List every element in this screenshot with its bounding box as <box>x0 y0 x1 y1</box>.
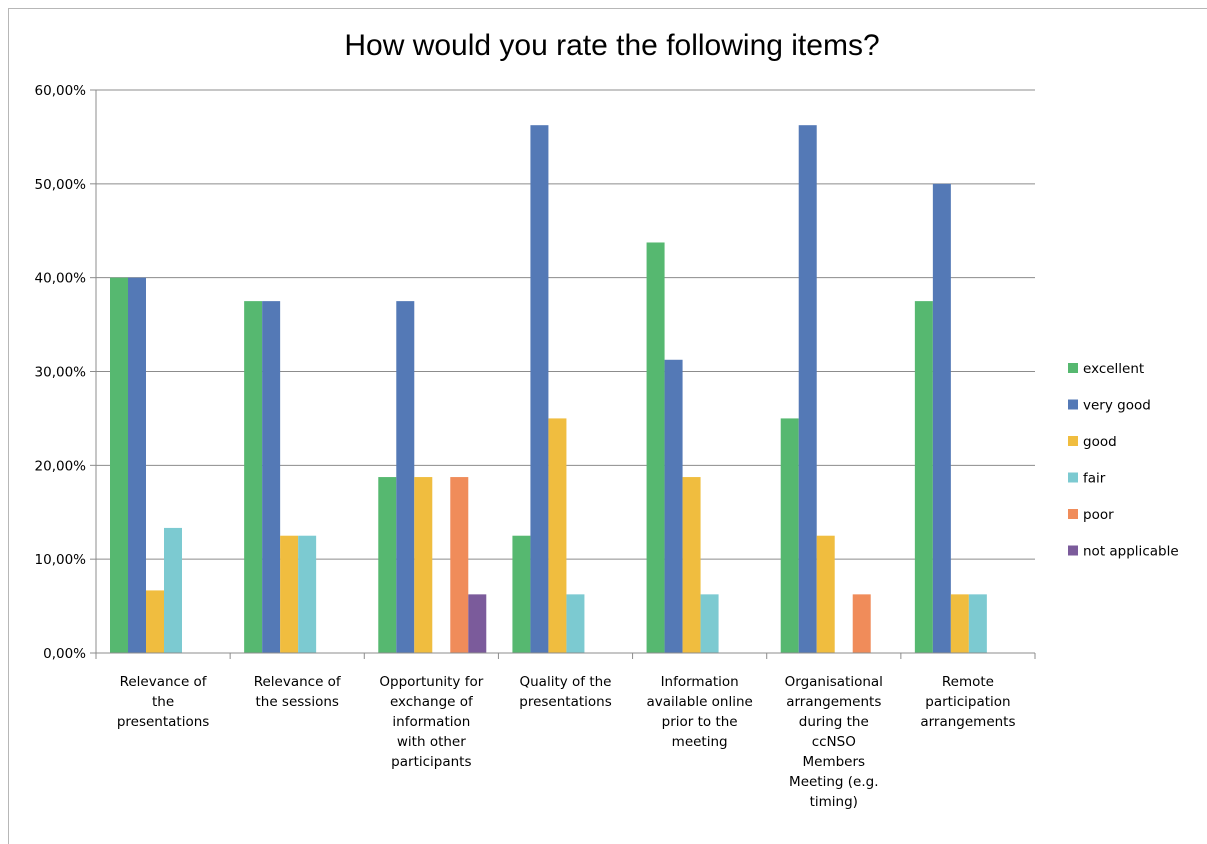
bar-good <box>951 594 969 653</box>
y-tick-label: 0,00% <box>43 646 86 662</box>
category-label: Remote participation arrangements <box>920 674 1015 730</box>
legend-item: excellent <box>1068 361 1144 377</box>
category-label-line: presentations <box>117 714 209 730</box>
category-label-line: Organisational <box>785 674 883 690</box>
category-label: Relevance of the sessions <box>254 674 342 710</box>
bar-fair <box>298 536 316 653</box>
category-label-line: Relevance of <box>254 674 342 690</box>
category-label-line: during the <box>799 714 869 730</box>
bars <box>110 125 987 653</box>
legend-item: poor <box>1068 507 1114 523</box>
bar-very-good <box>799 125 817 653</box>
bar-excellent <box>110 278 128 653</box>
legend-label: very good <box>1083 398 1151 414</box>
bar-fair <box>969 594 987 653</box>
category-label-line: ccNSO <box>812 734 856 750</box>
category-label-line: Quality of the <box>520 674 612 690</box>
legend-item: not applicable <box>1068 544 1179 560</box>
bar-excellent <box>378 477 396 653</box>
category-label-line: Information <box>661 674 739 690</box>
category-label-line: available online <box>646 694 752 710</box>
category-label-line: exchange of <box>390 694 474 710</box>
category-label-line: Meeting (e.g. <box>789 774 878 790</box>
legend-swatch <box>1068 546 1078 556</box>
bar-good <box>817 536 835 653</box>
category-label: Opportunity for exchange of information wit… <box>379 674 483 770</box>
category-label-line: arrangements <box>920 714 1015 730</box>
category-label-line: Opportunity for <box>379 674 483 690</box>
bar-excellent <box>512 536 530 653</box>
bar-very-good <box>128 278 146 653</box>
legend-item: fair <box>1068 471 1106 487</box>
bar-fair <box>566 594 584 653</box>
category-label-line: meeting <box>672 734 728 750</box>
bar-good <box>683 477 701 653</box>
category-label-line: the sessions <box>255 694 338 710</box>
legend-label: excellent <box>1083 361 1144 377</box>
bar-very-good <box>530 125 548 653</box>
legend-swatch <box>1068 363 1078 373</box>
legend-swatch <box>1068 473 1078 483</box>
category-label-line: the <box>152 694 174 710</box>
category-label-line: timing) <box>810 794 858 810</box>
bar-very-good <box>262 301 280 653</box>
legend: excellent very good good fair poor not applic… <box>1068 361 1179 560</box>
y-tick-label: 30,00% <box>35 365 87 381</box>
category-label-line: prior to the <box>662 714 738 730</box>
bar-good <box>548 418 566 653</box>
legend-item: very good <box>1068 398 1151 414</box>
category-label-line: information <box>392 714 470 730</box>
y-tick-label: 40,00% <box>35 271 87 287</box>
y-axis-tick-labels: 0,00% 10,00% 20,00% 30,00% 40,00% 50,00% 60,00… <box>35 83 87 662</box>
bar-very-good <box>665 360 683 653</box>
category-label-line: participants <box>391 754 471 770</box>
legend-item: good <box>1068 434 1117 450</box>
bar-excellent <box>244 301 262 653</box>
bar-excellent <box>781 418 799 653</box>
category-label: Information available online prior to the m… <box>646 674 752 750</box>
bar-fair <box>701 594 719 653</box>
category-label: Quality of the presentations <box>519 674 611 710</box>
category-label-line: Remote <box>942 674 994 690</box>
bar-poor <box>853 594 871 653</box>
category-label-line: arrangements <box>786 694 881 710</box>
category-label: Organisational arrangements during the ccNS… <box>785 674 883 810</box>
y-tick-label: 50,00% <box>35 177 87 193</box>
category-label-line: Relevance of <box>120 674 208 690</box>
legend-label: good <box>1083 434 1117 450</box>
bar-fair <box>164 528 182 653</box>
bar-very-good <box>396 301 414 653</box>
bar-good <box>280 536 298 653</box>
legend-swatch <box>1068 509 1078 519</box>
y-tick-label: 20,00% <box>35 458 87 474</box>
legend-swatch <box>1068 436 1078 446</box>
bar-poor <box>450 477 468 653</box>
bar-excellent <box>647 242 665 653</box>
legend-label: fair <box>1083 471 1106 487</box>
category-label-line: participation <box>925 694 1010 710</box>
bar-good <box>146 590 164 653</box>
category-label: Relevance of the presentations <box>117 674 209 730</box>
y-tick-label: 10,00% <box>35 552 87 568</box>
bar-excellent <box>915 301 933 653</box>
category-label-line: presentations <box>519 694 611 710</box>
bar-not-applicable <box>468 594 486 653</box>
category-label-line: Members <box>802 754 865 770</box>
bar-good <box>414 477 432 653</box>
bar-very-good <box>933 184 951 653</box>
y-tick-label: 60,00% <box>35 83 87 99</box>
legend-swatch <box>1068 400 1078 410</box>
legend-label: poor <box>1083 507 1114 523</box>
chart-title: How would you rate the following items? <box>344 29 879 62</box>
legend-label: not applicable <box>1083 544 1179 560</box>
category-label-line: with other <box>397 734 466 750</box>
